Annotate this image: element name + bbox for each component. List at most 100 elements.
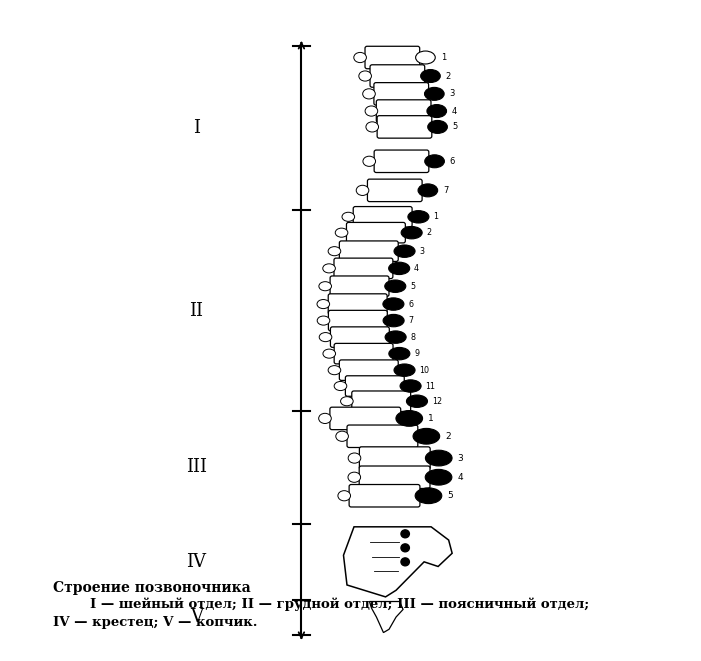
Text: IV — крестец; V — копчик.: IV — крестец; V — копчик. bbox=[53, 616, 257, 629]
Ellipse shape bbox=[427, 104, 447, 118]
Ellipse shape bbox=[348, 472, 360, 483]
Ellipse shape bbox=[328, 247, 341, 256]
Ellipse shape bbox=[385, 280, 406, 292]
FancyBboxPatch shape bbox=[346, 375, 404, 396]
Text: 3: 3 bbox=[419, 247, 424, 256]
Circle shape bbox=[401, 530, 409, 538]
FancyBboxPatch shape bbox=[365, 46, 420, 69]
FancyBboxPatch shape bbox=[367, 179, 422, 202]
Text: 6: 6 bbox=[408, 299, 413, 309]
Text: 9: 9 bbox=[414, 349, 419, 358]
Ellipse shape bbox=[335, 228, 348, 237]
Text: V: V bbox=[190, 608, 203, 627]
Text: III: III bbox=[186, 458, 207, 477]
Ellipse shape bbox=[342, 212, 355, 221]
Ellipse shape bbox=[317, 299, 329, 309]
Text: 1: 1 bbox=[433, 212, 438, 221]
Ellipse shape bbox=[389, 348, 410, 360]
Text: I — шейный отдел; II — грудной отдел; III — поясничный отдел;: I — шейный отдел; II — грудной отдел; II… bbox=[53, 598, 589, 611]
FancyBboxPatch shape bbox=[330, 407, 401, 430]
Ellipse shape bbox=[401, 227, 422, 239]
FancyBboxPatch shape bbox=[339, 360, 398, 381]
FancyBboxPatch shape bbox=[353, 206, 412, 227]
FancyBboxPatch shape bbox=[334, 344, 393, 364]
Text: 2: 2 bbox=[446, 71, 451, 81]
Ellipse shape bbox=[322, 264, 335, 273]
Ellipse shape bbox=[426, 450, 452, 466]
FancyBboxPatch shape bbox=[330, 327, 389, 348]
Text: II: II bbox=[189, 301, 203, 320]
Text: 5: 5 bbox=[453, 122, 458, 132]
Text: 10: 10 bbox=[419, 366, 429, 375]
Ellipse shape bbox=[338, 490, 350, 501]
FancyBboxPatch shape bbox=[347, 425, 418, 447]
Ellipse shape bbox=[363, 156, 376, 167]
Text: 5: 5 bbox=[447, 491, 453, 500]
Ellipse shape bbox=[394, 245, 415, 257]
Ellipse shape bbox=[348, 453, 361, 463]
FancyBboxPatch shape bbox=[328, 310, 387, 330]
Ellipse shape bbox=[365, 106, 378, 116]
Ellipse shape bbox=[341, 397, 353, 406]
Ellipse shape bbox=[323, 349, 336, 358]
Text: 4: 4 bbox=[414, 264, 419, 273]
Ellipse shape bbox=[416, 51, 435, 64]
FancyBboxPatch shape bbox=[360, 447, 430, 469]
Text: 7: 7 bbox=[443, 186, 449, 195]
Ellipse shape bbox=[336, 431, 348, 442]
Text: I: I bbox=[193, 119, 200, 137]
FancyBboxPatch shape bbox=[359, 466, 430, 488]
Ellipse shape bbox=[426, 469, 452, 485]
Ellipse shape bbox=[319, 413, 332, 424]
FancyBboxPatch shape bbox=[346, 222, 405, 243]
Circle shape bbox=[401, 544, 409, 552]
Ellipse shape bbox=[415, 488, 442, 504]
FancyBboxPatch shape bbox=[376, 100, 431, 122]
Text: 6: 6 bbox=[450, 157, 455, 166]
Ellipse shape bbox=[413, 428, 440, 444]
Ellipse shape bbox=[396, 410, 423, 426]
Text: 7: 7 bbox=[408, 316, 414, 325]
Ellipse shape bbox=[354, 52, 367, 63]
Text: 4: 4 bbox=[452, 106, 457, 116]
Ellipse shape bbox=[425, 155, 444, 168]
Ellipse shape bbox=[383, 315, 404, 327]
Ellipse shape bbox=[334, 381, 347, 391]
Text: 12: 12 bbox=[432, 397, 442, 406]
FancyBboxPatch shape bbox=[349, 485, 420, 507]
FancyBboxPatch shape bbox=[330, 276, 389, 296]
Ellipse shape bbox=[359, 71, 372, 81]
Ellipse shape bbox=[400, 380, 421, 392]
Ellipse shape bbox=[418, 184, 437, 197]
Ellipse shape bbox=[356, 185, 369, 196]
Text: 11: 11 bbox=[426, 381, 435, 391]
Ellipse shape bbox=[319, 332, 332, 342]
Ellipse shape bbox=[317, 316, 329, 325]
FancyBboxPatch shape bbox=[377, 116, 432, 138]
Ellipse shape bbox=[383, 298, 404, 310]
Ellipse shape bbox=[394, 364, 415, 376]
Text: 3: 3 bbox=[458, 453, 463, 463]
Ellipse shape bbox=[362, 89, 375, 99]
Ellipse shape bbox=[366, 122, 379, 132]
Text: 1: 1 bbox=[428, 414, 434, 423]
Text: IV: IV bbox=[186, 553, 206, 571]
Ellipse shape bbox=[328, 366, 341, 375]
FancyBboxPatch shape bbox=[328, 293, 387, 314]
Ellipse shape bbox=[408, 211, 429, 223]
FancyBboxPatch shape bbox=[374, 83, 428, 105]
FancyBboxPatch shape bbox=[339, 241, 398, 261]
Text: 1: 1 bbox=[441, 53, 446, 62]
Text: 2: 2 bbox=[426, 228, 432, 237]
Polygon shape bbox=[369, 602, 403, 633]
Text: Строение позвоночника: Строение позвоночника bbox=[53, 581, 250, 595]
Text: 3: 3 bbox=[449, 89, 455, 98]
Text: 8: 8 bbox=[410, 332, 416, 342]
FancyBboxPatch shape bbox=[374, 150, 429, 173]
Ellipse shape bbox=[388, 262, 409, 274]
FancyBboxPatch shape bbox=[352, 391, 411, 411]
Ellipse shape bbox=[385, 331, 406, 343]
Circle shape bbox=[401, 558, 409, 566]
Ellipse shape bbox=[319, 282, 332, 291]
FancyBboxPatch shape bbox=[334, 258, 393, 279]
